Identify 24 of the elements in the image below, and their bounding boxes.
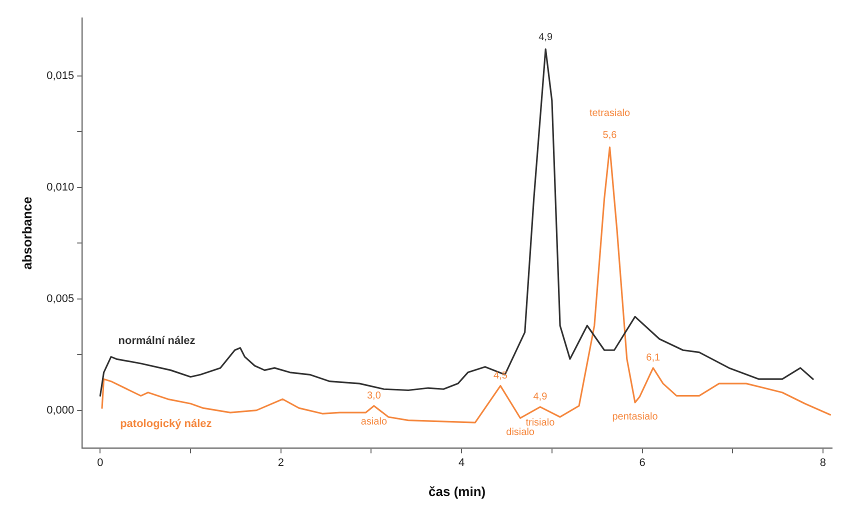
x-tick-label: 4 [458,456,465,469]
annotation: trisialo [526,418,556,429]
x-tick-label: 2 [278,456,284,469]
annotation: 6,1 [646,352,660,364]
x-tick-label: 8 [820,456,826,469]
series-label: patologický nález [120,418,212,430]
y-tick-label: 0,010 [46,181,74,194]
x-axis-title: čas (min) [428,484,486,499]
annotation: pentasialo [612,411,658,422]
x-tick-label: 6 [639,456,646,469]
y-tick-label: 0,015 [46,70,74,82]
annotation: 4,9 [533,392,548,403]
y-axis-title: absorbance [19,196,34,270]
y-tick-label: 0,000 [46,404,74,416]
annotation: 5,6 [602,130,618,142]
x-tick-label: 0 [97,456,104,469]
annotation: 4,9 [538,32,553,43]
annotation: 4,5 [493,370,508,382]
y-tick-label: 0,005 [46,292,74,305]
annotation: 3,0 [366,390,382,402]
annotation: asialo [360,416,388,428]
series-label: normální nález [118,334,196,347]
annotation: disialo [506,426,535,438]
annotation: tetrasialo [589,108,630,120]
